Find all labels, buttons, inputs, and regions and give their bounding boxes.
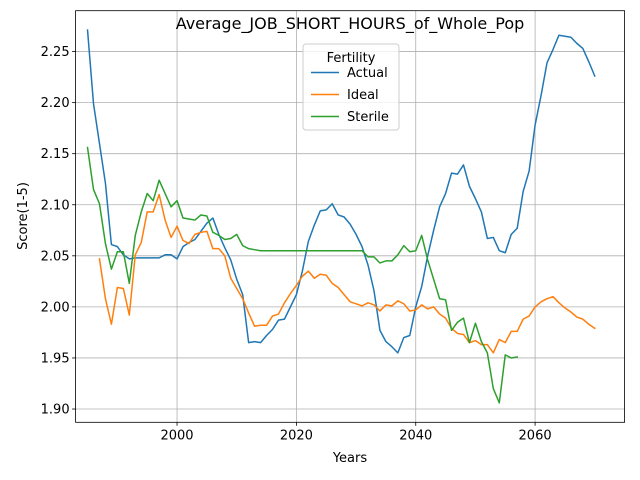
x-tick-label: 2000 <box>160 428 193 443</box>
series-line-ideal <box>98 193 596 354</box>
y-tick-label: 2.15 <box>41 147 70 162</box>
legend-label-ideal: Ideal <box>347 88 379 103</box>
x-tick-label: 2060 <box>519 428 552 443</box>
y-tick-label: 2.00 <box>41 300 70 315</box>
x-tick-label: 2020 <box>280 428 313 443</box>
legend-label-actual: Actual <box>347 66 388 81</box>
x-tick-label: 2040 <box>399 428 432 443</box>
y-tick-label: 2.25 <box>41 45 70 60</box>
plot-frame <box>75 10 625 423</box>
y-tick-label: 2.20 <box>41 96 70 111</box>
legend-title: Fertility <box>327 51 376 66</box>
y-tick-label: 1.95 <box>41 351 70 366</box>
legend-label-sterile: Sterile <box>347 110 389 125</box>
series-lines <box>86 29 596 404</box>
y-tick-label: 1.90 <box>41 403 70 418</box>
y-tick-label: 2.05 <box>41 249 70 264</box>
y-axis-label: Score(1-5) <box>16 182 31 250</box>
series-line-sterile <box>86 146 519 404</box>
x-axis-label: Years <box>332 451 368 466</box>
legend: Fertility Actual Ideal Sterile <box>302 43 400 131</box>
axis-ticks: 2000 2020 2040 2060 1.90 1.95 2.00 2.05 2.10 2.15… <box>41 45 552 443</box>
series-line-actual <box>86 29 596 354</box>
legend-box <box>302 43 400 131</box>
y-tick-label: 2.10 <box>41 198 70 213</box>
chart-title: Average_JOB_SHORT_HOURS_of_Whole_Pop <box>176 14 525 34</box>
